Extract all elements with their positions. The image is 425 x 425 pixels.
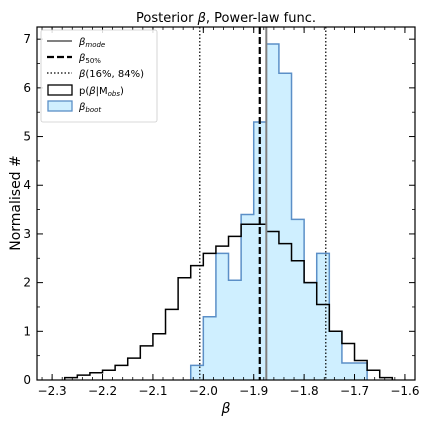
legend-50-label-part: 50% (85, 57, 101, 65)
y-tick-label: 4 (23, 178, 31, 192)
x-tick-label: −2.1 (138, 384, 167, 398)
legend-posterior-label-part: ) (120, 86, 124, 97)
posterior-bar (329, 331, 342, 380)
posterior-bar (153, 334, 166, 380)
posterior-bar (241, 224, 254, 380)
posterior-bar (140, 346, 153, 380)
legend-posterior-label-part: β (88, 86, 96, 97)
legend-mode-label-part: mode (85, 41, 105, 49)
legend-posterior-label-part: obs (108, 90, 121, 98)
y-tick-label: 7 (23, 32, 31, 46)
posterior-bar (115, 365, 128, 380)
y-tick-label: 6 (23, 81, 31, 95)
x-tick-label: −1.9 (239, 384, 268, 398)
posterior-histogram (63, 223, 394, 380)
legend-boot-label-part: boot (85, 106, 101, 114)
statistic-lines (199, 27, 327, 380)
legend-quantile-label-part: β (78, 69, 86, 80)
posterior-bar (178, 278, 191, 380)
legend-50-label: β50% (78, 53, 101, 65)
posterior-bar (203, 253, 216, 380)
legend-posterior-label-part: p( (79, 86, 89, 97)
legend-posterior-label: p(β|Mobs) (79, 86, 124, 98)
posterior-bar (367, 370, 380, 380)
posterior-bar (229, 236, 242, 380)
posterior-histogram-line (63, 223, 394, 380)
posterior-bar (355, 361, 368, 380)
posterior-bar (216, 246, 229, 380)
posterior-bar (191, 266, 204, 380)
x-axis-label: β (221, 401, 231, 417)
x-tick-label: −2.0 (189, 384, 218, 398)
legend-mode-label: βmode (78, 37, 105, 49)
legend-boot-swatch (47, 100, 73, 112)
posterior-bar (304, 283, 317, 380)
x-tick-label: −2.2 (88, 384, 117, 398)
legend-50-label-part: β (78, 53, 86, 64)
posterior-bar (317, 305, 330, 380)
x-tick-label: −1.8 (290, 384, 319, 398)
posterior-bar (292, 261, 305, 380)
posterior-bar (279, 244, 292, 380)
posterior-bar (90, 373, 103, 380)
title-suffix: , Power-law func. (206, 11, 316, 26)
x-tick-label: −1.7 (340, 384, 369, 398)
legend-posterior-label-part: |M (96, 86, 108, 97)
y-tick-label: 3 (23, 227, 31, 241)
posterior-bar (103, 370, 116, 380)
legend-boot-label: βboot (78, 102, 101, 114)
legend-boot-label-part: β (78, 102, 86, 113)
x-tick-label: −2.3 (38, 384, 67, 398)
plot-frame (36, 26, 416, 381)
legend-quantile-label: β(16%, 84%) (78, 69, 144, 80)
posterior-bar (266, 231, 279, 380)
y-axis-label: Normalised # (8, 155, 24, 251)
posterior-bar (342, 343, 355, 380)
posterior-bar (166, 309, 179, 380)
y-tick-label: 2 (23, 276, 31, 290)
legend-quantile-label-part: (16%, 84%) (85, 69, 144, 80)
posterior-bar (128, 358, 141, 380)
x-tick-label: −1.6 (390, 384, 419, 398)
boot-histogram-fill (190, 44, 368, 380)
title-beta-symbol: β (197, 11, 206, 26)
axes: −2.3 −2.2 −2.1 −2.0 −1.9 −1.8 −1.7 −1.6 0 1 2 3 4 5 6 7 (23, 26, 419, 398)
legend-posterior-swatch (47, 84, 73, 96)
legend-mode-label-part: β (78, 37, 86, 48)
chart-title: Posterior β, Power-law func. (136, 11, 316, 26)
posterior-bar (77, 375, 90, 380)
legend-box (40, 29, 158, 123)
y-tick-label: 1 (23, 324, 31, 338)
y-tick-label: 0 (23, 373, 31, 387)
y-tick-label: 5 (23, 130, 31, 144)
